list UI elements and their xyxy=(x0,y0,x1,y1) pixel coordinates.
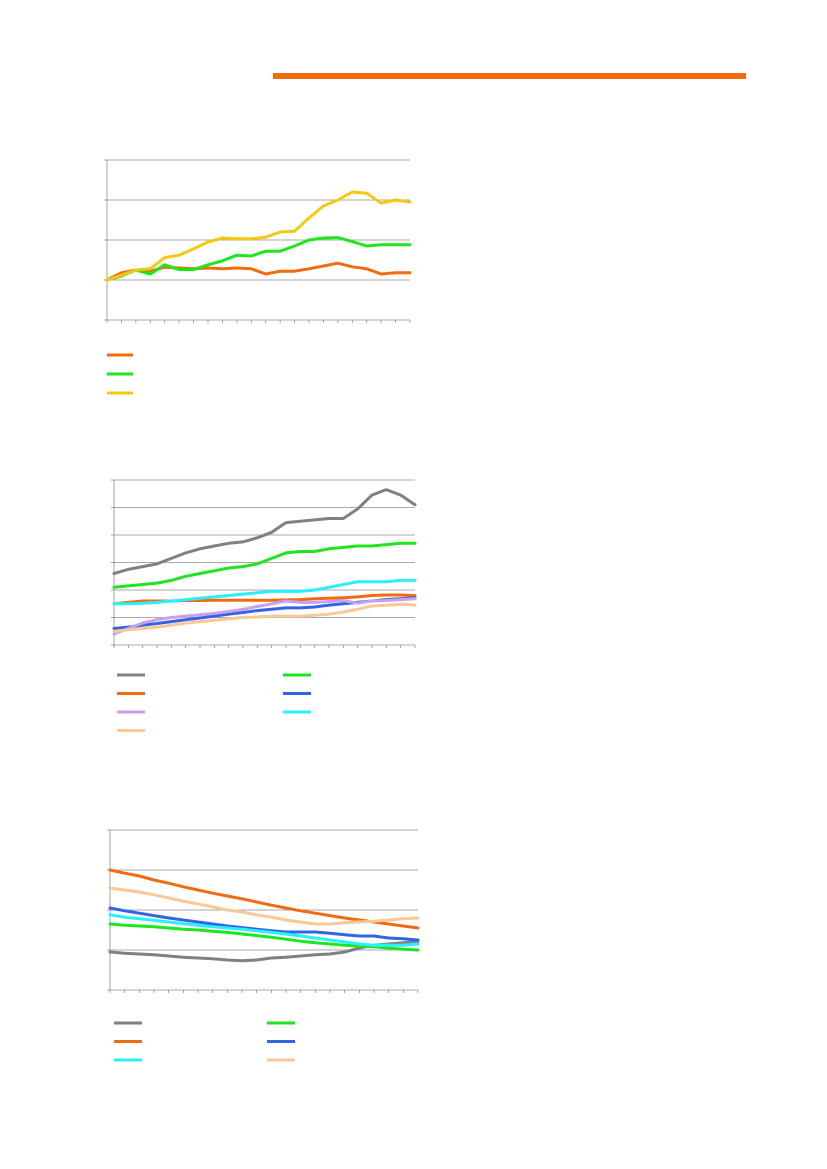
series-line-3 xyxy=(108,868,420,930)
series-line-2 xyxy=(105,236,412,282)
series-line-3 xyxy=(105,190,412,282)
series-line-5 xyxy=(112,597,417,636)
series-line-5 xyxy=(108,913,420,947)
header-accent-bar xyxy=(273,73,746,79)
series-line-1 xyxy=(112,488,417,575)
series-line-3 xyxy=(112,593,417,606)
series-line-6 xyxy=(112,578,417,606)
series-line-1 xyxy=(105,261,412,282)
series-line-4 xyxy=(112,596,417,630)
series-line-4 xyxy=(108,906,420,942)
series-line-1 xyxy=(108,939,420,963)
series-line-2 xyxy=(108,922,420,952)
series-line-7 xyxy=(112,602,417,633)
series-line-2 xyxy=(112,541,417,589)
series-line-6 xyxy=(108,886,420,926)
